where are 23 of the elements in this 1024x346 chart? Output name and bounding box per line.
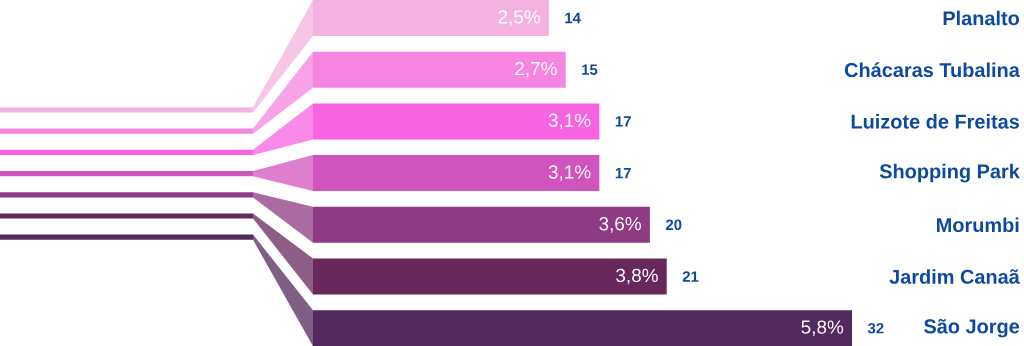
y-tick-label: São Jorge: [924, 318, 1020, 338]
annotation: 2,5%: [498, 10, 540, 26]
y-tick-label: Jardim Canaã: [889, 269, 1020, 284]
data-label: 20: [665, 219, 682, 230]
annotation: 3,8%: [616, 268, 658, 285]
bar: [313, 0, 549, 36]
data-label: 14: [565, 12, 581, 24]
annotation: 3,1%: [548, 113, 591, 130]
y-tick-label: Morumbi: [937, 217, 1019, 233]
data-label: 21: [682, 271, 699, 282]
y-tick-label: Chácaras Tubalina: [844, 62, 1020, 78]
data-label: 17: [615, 167, 631, 179]
data-label: 15: [582, 64, 598, 75]
annotation: 5,8%: [801, 320, 844, 336]
y-tick-label: Luizote de Freitas: [851, 113, 1019, 129]
annotation: 3,1%: [548, 165, 591, 181]
y-tick-label: Shopping Park: [879, 163, 1020, 183]
bar: [313, 310, 853, 346]
annotation: 2,7%: [515, 61, 557, 78]
data-label: 17: [615, 116, 631, 127]
data-label: 32: [867, 322, 884, 334]
y-tick-label: Planalto: [943, 10, 1020, 26]
annotation: 3,6%: [599, 216, 642, 233]
